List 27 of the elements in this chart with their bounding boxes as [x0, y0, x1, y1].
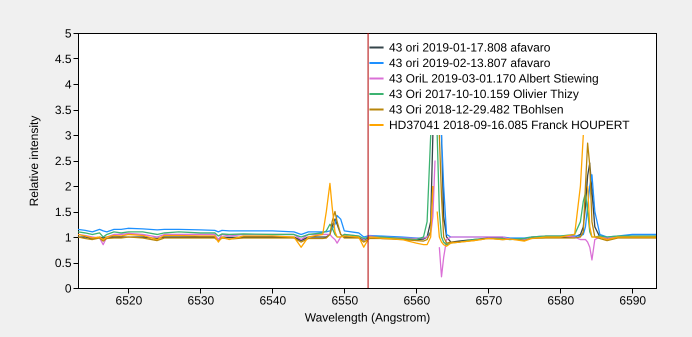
y-tick-label: 5	[64, 26, 72, 40]
y-tick-label: 2.5	[54, 154, 72, 168]
legend-label: 43 ori 2019-01-17.808 afavaro	[389, 40, 551, 54]
y-tick-label: 3	[64, 128, 72, 142]
y-tick-label: 1.5	[54, 205, 72, 219]
y-tick-label: 0	[64, 282, 72, 296]
legend-label: 43 OriL 2019-03-01.170 Albert Stiewing	[389, 72, 599, 86]
x-tick-label: 6520	[116, 294, 143, 308]
legend-label: 43 Ori 2017-10-10.159 Olivier Thizy	[389, 87, 579, 101]
x-tick-label: 6550	[331, 294, 358, 308]
legend-label: HD37041 2018-09-16.085 Franck HOUPERT	[389, 118, 630, 132]
x-tick-label: 6570	[475, 294, 502, 308]
y-tick-label: 3.5	[54, 103, 72, 117]
y-tick-label: 4.5	[54, 52, 72, 66]
x-tick-label: 6560	[403, 294, 430, 308]
x-tick-label: 6590	[619, 294, 646, 308]
y-axis-title: Relative intensity	[26, 116, 41, 206]
y-tick-label: 4	[64, 78, 72, 92]
x-tick-label: 6580	[547, 294, 574, 308]
legend-label: 43 Ori 2018-12-29.482 TBohlsen	[389, 102, 564, 116]
y-tick-label: 1	[64, 230, 72, 244]
y-tick-label: 0.5	[54, 256, 72, 270]
x-tick-label: 6540	[259, 294, 287, 308]
x-tick-label: 6530	[188, 294, 215, 308]
x-axis-title: Wavelength (Angstrom)	[304, 310, 430, 324]
y-tick-label: 2	[64, 180, 72, 194]
legend-label: 43 ori 2019-02-13.807 afavaro	[389, 56, 551, 70]
